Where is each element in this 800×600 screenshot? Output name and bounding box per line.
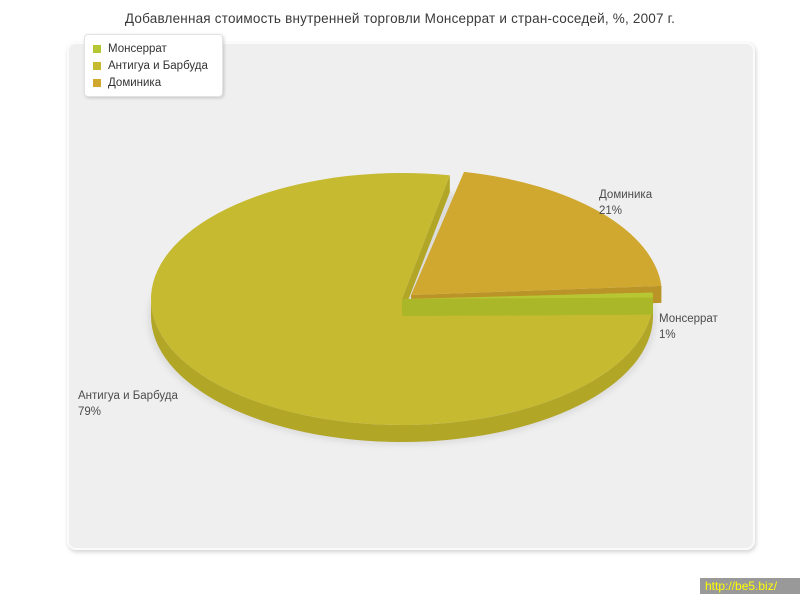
legend-swatch-icon <box>93 78 101 87</box>
pie-slice-cut-face-2 <box>402 175 450 316</box>
legend-item-1[interactable]: Антигуа и Барбуда <box>93 57 208 74</box>
pie-slice-1[interactable] <box>411 171 662 296</box>
legend-item-label: Доминика <box>108 76 162 89</box>
legend-item-2[interactable]: Доминика <box>93 74 208 91</box>
watermark-link[interactable]: http://be5.biz/ <box>700 578 800 594</box>
slice-label-0: Монсеррат 1% <box>659 311 718 343</box>
legend-item-0[interactable]: Монсеррат <box>93 40 208 57</box>
slice-label-name: Доминика <box>599 189 653 201</box>
slice-label-2: Антигуа и Барбуда 79% <box>78 388 178 420</box>
legend-swatch-icon <box>93 61 101 70</box>
legend-item-label: Монсеррат <box>108 42 167 55</box>
pie-slice-0[interactable] <box>402 292 653 299</box>
legend-item-label: Антигуа и Барбуда <box>108 59 208 72</box>
slice-label-pct: 21% <box>599 205 623 217</box>
chart-title: Добавленная стоимость внутренней торговл… <box>124 11 676 26</box>
slice-label-pct: 79% <box>78 406 102 418</box>
slice-label-name: Антигуа и Барбуда <box>78 390 178 402</box>
slice-label-1: Доминика 21% <box>599 187 652 219</box>
slice-label-name: Монсеррат <box>659 313 718 325</box>
legend: Монсеррат Антигуа и Барбуда Доминика <box>84 34 223 97</box>
slice-label-pct: 1% <box>659 329 676 341</box>
pie-slice-cut-face-0 <box>402 297 653 316</box>
pie-slice-2[interactable] <box>151 173 653 426</box>
legend-swatch-icon <box>93 44 101 53</box>
